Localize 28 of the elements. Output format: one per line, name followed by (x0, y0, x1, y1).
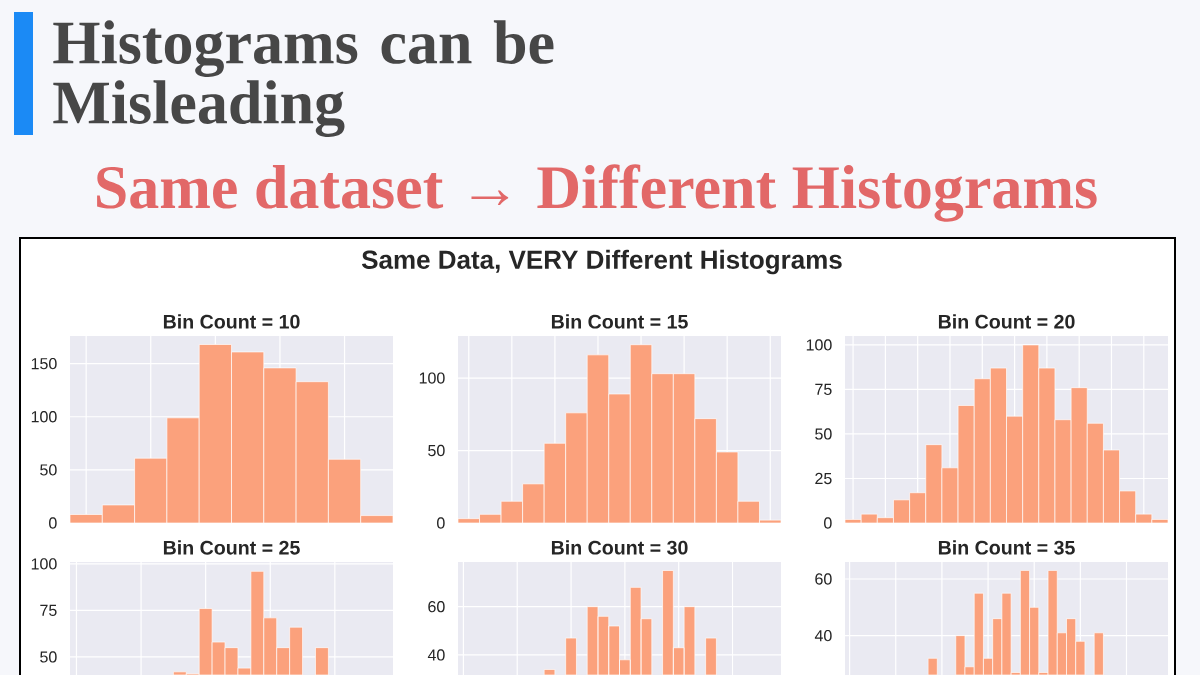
y-tick-label: 100 (806, 339, 832, 351)
y-tick-label: 50 (815, 428, 832, 440)
y-tick-label: 100 (419, 372, 445, 384)
y-tick-label: 100 (31, 558, 57, 570)
text: Histograms can be Misleading (53, 20, 554, 137)
y-tick-label: 0 (824, 517, 832, 529)
y-tick-label: 40 (427, 649, 445, 661)
y-tick-label: 75 (815, 383, 832, 396)
y-tick-label: 75 (40, 604, 57, 616)
chart-title: Bin Count = 25 (163, 540, 300, 555)
chart-title: Bin Count = 20 (938, 314, 1075, 329)
text: Same Data, VERY Different Histograms (361, 249, 842, 275)
text: Same dataset → Different Histograms (97, 164, 1097, 222)
y-tick-label: 50 (428, 444, 445, 457)
y-tick-label: 40 (814, 629, 832, 642)
y-tick-label: 60 (428, 601, 445, 613)
y-tick-label: 150 (31, 357, 57, 370)
y-tick-label: 0 (437, 517, 445, 529)
y-tick-label: 50 (40, 651, 57, 663)
y-tick-label: 50 (40, 464, 57, 476)
chart-title: Bin Count = 10 (163, 314, 300, 329)
chart-title: Bin Count = 35 (938, 540, 1075, 555)
y-tick-label: 25 (815, 472, 832, 485)
y-tick-label: 0 (49, 517, 57, 529)
y-tick-label: 60 (815, 573, 832, 585)
chart-title: Bin Count = 15 (551, 314, 688, 329)
chart-title: Bin Count = 30 (551, 540, 688, 555)
y-tick-label: 100 (31, 411, 57, 423)
